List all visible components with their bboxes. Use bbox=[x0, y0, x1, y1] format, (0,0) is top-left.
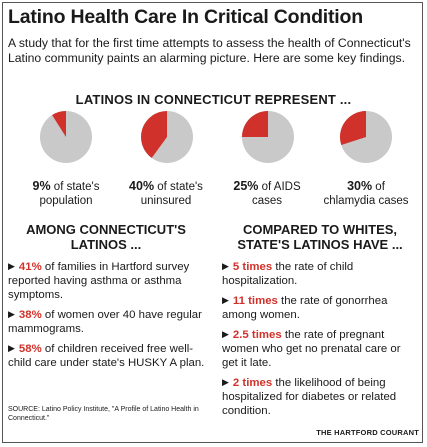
credit-line: THE HARTFORD COURANT bbox=[316, 428, 419, 437]
pie-slice bbox=[340, 111, 366, 146]
pie-label: of state's bbox=[50, 181, 100, 193]
right-column-heading: COMPARED TO WHITES, STATE'S LATINOS HAVE… bbox=[220, 222, 420, 252]
right-triangle-bullet-icon: ▶ bbox=[8, 343, 15, 353]
right-heading-line: COMPARED TO WHITES, bbox=[242, 222, 398, 237]
right-heading-line: STATE'S LATINOS HAVE ... bbox=[237, 237, 403, 252]
finding-text: of women over 40 have regular mammograms… bbox=[8, 309, 202, 335]
right-triangle-bullet-icon: ▶ bbox=[222, 261, 229, 271]
right-triangle-bullet-icon: ▶ bbox=[222, 377, 229, 387]
left-column-heading: AMONG CONNECTICUT'S LATINOS ... bbox=[8, 222, 204, 252]
list-item: ▶ 58% of children received free well-chil… bbox=[8, 342, 213, 370]
left-findings-list: ▶ 41% of families in Hartford survey repo… bbox=[8, 260, 213, 376]
finding-value: 11 times bbox=[232, 295, 278, 307]
pie-percent: 25% bbox=[233, 179, 259, 193]
pie-slice bbox=[141, 111, 167, 159]
finding-text: the rate of pregnant women who get no pr… bbox=[222, 329, 401, 369]
right-triangle-bullet-icon: ▶ bbox=[8, 309, 15, 319]
pie-label: population bbox=[39, 195, 93, 207]
pie-percent: 30% bbox=[347, 179, 373, 193]
list-item: ▶ 2 times the likelihood of being hospita… bbox=[222, 376, 418, 418]
pie-label: of AIDS bbox=[258, 181, 301, 193]
list-item: ▶ 41% of families in Hartford survey repo… bbox=[8, 260, 213, 302]
finding-value: 2.5 times bbox=[232, 329, 282, 341]
pie-slice bbox=[52, 111, 66, 137]
pie-label: chlamydia cases bbox=[323, 195, 409, 207]
finding-text: the likelihood of being hospitalized for… bbox=[222, 377, 397, 417]
pie-percent: 40% bbox=[129, 179, 155, 193]
finding-value: 38% bbox=[18, 309, 42, 321]
list-item: ▶ 38% of women over 40 have regular mammo… bbox=[8, 308, 213, 336]
source-note: SOURCE: Latino Policy Institute, "A Prof… bbox=[8, 406, 199, 422]
list-item: ▶ 11 times the rate of gonorrhea among wo… bbox=[222, 294, 418, 322]
page-title: Latino Health Care In Critical Condition bbox=[8, 6, 363, 28]
right-triangle-bullet-icon: ▶ bbox=[8, 261, 15, 271]
intro-text: A study that for the first time attempts… bbox=[8, 36, 411, 65]
pie-chart-aids bbox=[242, 111, 294, 163]
pie-label: cases bbox=[251, 195, 283, 207]
pie-chart-uninsured bbox=[141, 111, 193, 163]
pie-label: of bbox=[372, 181, 385, 193]
finding-value: 2 times bbox=[232, 377, 273, 389]
pie-chart-chlamydia bbox=[340, 111, 392, 163]
pie-chart-population bbox=[40, 111, 92, 163]
pie-slice bbox=[242, 111, 268, 137]
finding-value: 41% bbox=[18, 261, 42, 273]
right-triangle-bullet-icon: ▶ bbox=[222, 295, 229, 305]
pies-heading: LATINOS IN CONNECTICUT REPRESENT ... bbox=[75, 92, 352, 107]
finding-text: the rate of child hospitalization. bbox=[222, 261, 354, 287]
left-heading-line: AMONG CONNECTICUT'S bbox=[26, 222, 186, 237]
pie-caption-uninsured: 40% of state's uninsured bbox=[116, 179, 216, 208]
finding-text: of children received free well-child car… bbox=[8, 343, 205, 369]
pie-percent: 9% bbox=[32, 179, 51, 193]
finding-value: 5 times bbox=[232, 261, 273, 273]
pie-caption-population: 9% of state's population bbox=[16, 179, 116, 208]
graphic-frame bbox=[2, 2, 423, 443]
finding-text: of families in Hartford survey reported … bbox=[8, 261, 190, 301]
finding-value: 58% bbox=[18, 343, 42, 355]
left-heading-line: LATINOS ... bbox=[70, 237, 142, 252]
pie-caption-aids: 25% of AIDS cases bbox=[217, 179, 317, 208]
pie-caption-chlamydia: 30% of chlamydia cases bbox=[316, 179, 416, 208]
list-item: ▶ 2.5 times the rate of pregnant women wh… bbox=[222, 328, 418, 370]
right-triangle-bullet-icon: ▶ bbox=[222, 329, 229, 339]
finding-text: the rate of gonorrhea among women. bbox=[222, 295, 388, 321]
pie-label: uninsured bbox=[140, 195, 192, 207]
list-item: ▶ 5 times the rate of child hospitalizati… bbox=[222, 260, 418, 288]
pie-label: of state's bbox=[154, 181, 203, 193]
right-findings-list: ▶ 5 times the rate of child hospitalizati… bbox=[222, 260, 418, 424]
